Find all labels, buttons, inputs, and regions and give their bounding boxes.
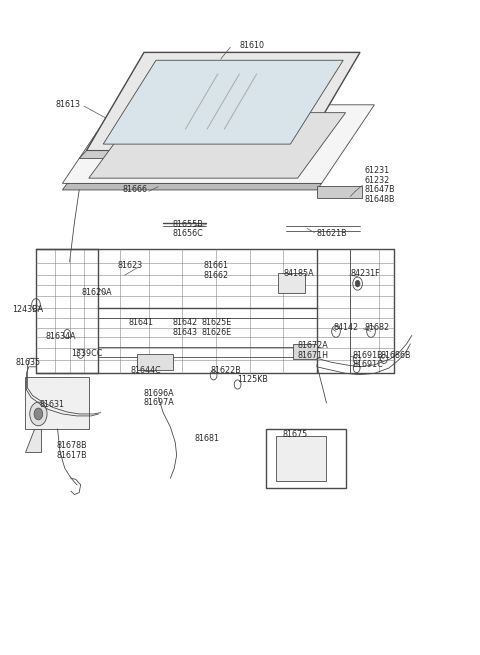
Polygon shape (317, 186, 362, 198)
Text: 81626E: 81626E (202, 328, 232, 337)
Circle shape (30, 402, 47, 426)
Polygon shape (62, 105, 374, 183)
Text: 1243BA: 1243BA (12, 305, 43, 314)
Text: 61232: 61232 (365, 176, 390, 185)
Text: 81635: 81635 (15, 358, 40, 367)
Text: 81678B: 81678B (57, 441, 87, 450)
Text: 81622B: 81622B (210, 365, 241, 375)
Text: 81643: 81643 (173, 328, 198, 337)
Text: 81697A: 81697A (143, 398, 174, 407)
Text: 81634A: 81634A (46, 331, 76, 341)
Text: 81641: 81641 (129, 318, 154, 327)
Polygon shape (25, 429, 41, 452)
Bar (276, 436, 326, 481)
Text: 81656C: 81656C (173, 229, 204, 238)
Polygon shape (79, 151, 302, 159)
Text: 81621B: 81621B (317, 229, 348, 238)
Bar (266, 429, 346, 488)
Polygon shape (89, 113, 346, 178)
Text: 81613: 81613 (55, 100, 80, 109)
Text: 81675: 81675 (282, 430, 308, 439)
Text: 1339CC: 1339CC (71, 349, 102, 358)
Text: 81655B: 81655B (173, 219, 204, 229)
Text: 81625E: 81625E (202, 318, 232, 327)
Text: 81620A: 81620A (82, 288, 112, 297)
Polygon shape (62, 183, 322, 190)
Text: 81631: 81631 (39, 400, 64, 409)
Text: 61231: 61231 (365, 166, 390, 175)
Text: 81623: 81623 (118, 261, 143, 271)
Text: 81691B: 81691B (353, 350, 384, 360)
Text: 81662: 81662 (204, 271, 229, 280)
Text: 81666: 81666 (122, 185, 147, 195)
Text: 1125KB: 1125KB (237, 375, 268, 384)
Text: 81617B: 81617B (57, 451, 87, 460)
Text: 81672A: 81672A (298, 341, 328, 350)
Text: 81610: 81610 (240, 41, 265, 50)
Polygon shape (293, 344, 317, 359)
Circle shape (355, 280, 360, 287)
Circle shape (34, 408, 43, 420)
Text: 81661: 81661 (204, 261, 229, 271)
Polygon shape (25, 377, 89, 429)
Text: 81671H: 81671H (298, 351, 329, 360)
Text: 81696A: 81696A (143, 388, 174, 398)
Text: 84185A: 84185A (283, 269, 314, 278)
Polygon shape (137, 354, 173, 370)
Text: 81647B: 81647B (365, 185, 396, 195)
Polygon shape (86, 52, 360, 151)
Text: 81644C: 81644C (131, 365, 161, 375)
Text: 84142: 84142 (334, 323, 359, 332)
Text: 81681: 81681 (194, 434, 219, 443)
Text: 84231F: 84231F (350, 269, 380, 278)
Bar (278, 273, 305, 293)
Text: 81682: 81682 (365, 323, 390, 332)
Text: 81642: 81642 (173, 318, 198, 327)
Polygon shape (103, 60, 343, 144)
Text: 81686B: 81686B (381, 350, 411, 360)
Text: 81648B: 81648B (365, 195, 396, 204)
Text: 81691C: 81691C (353, 360, 384, 369)
